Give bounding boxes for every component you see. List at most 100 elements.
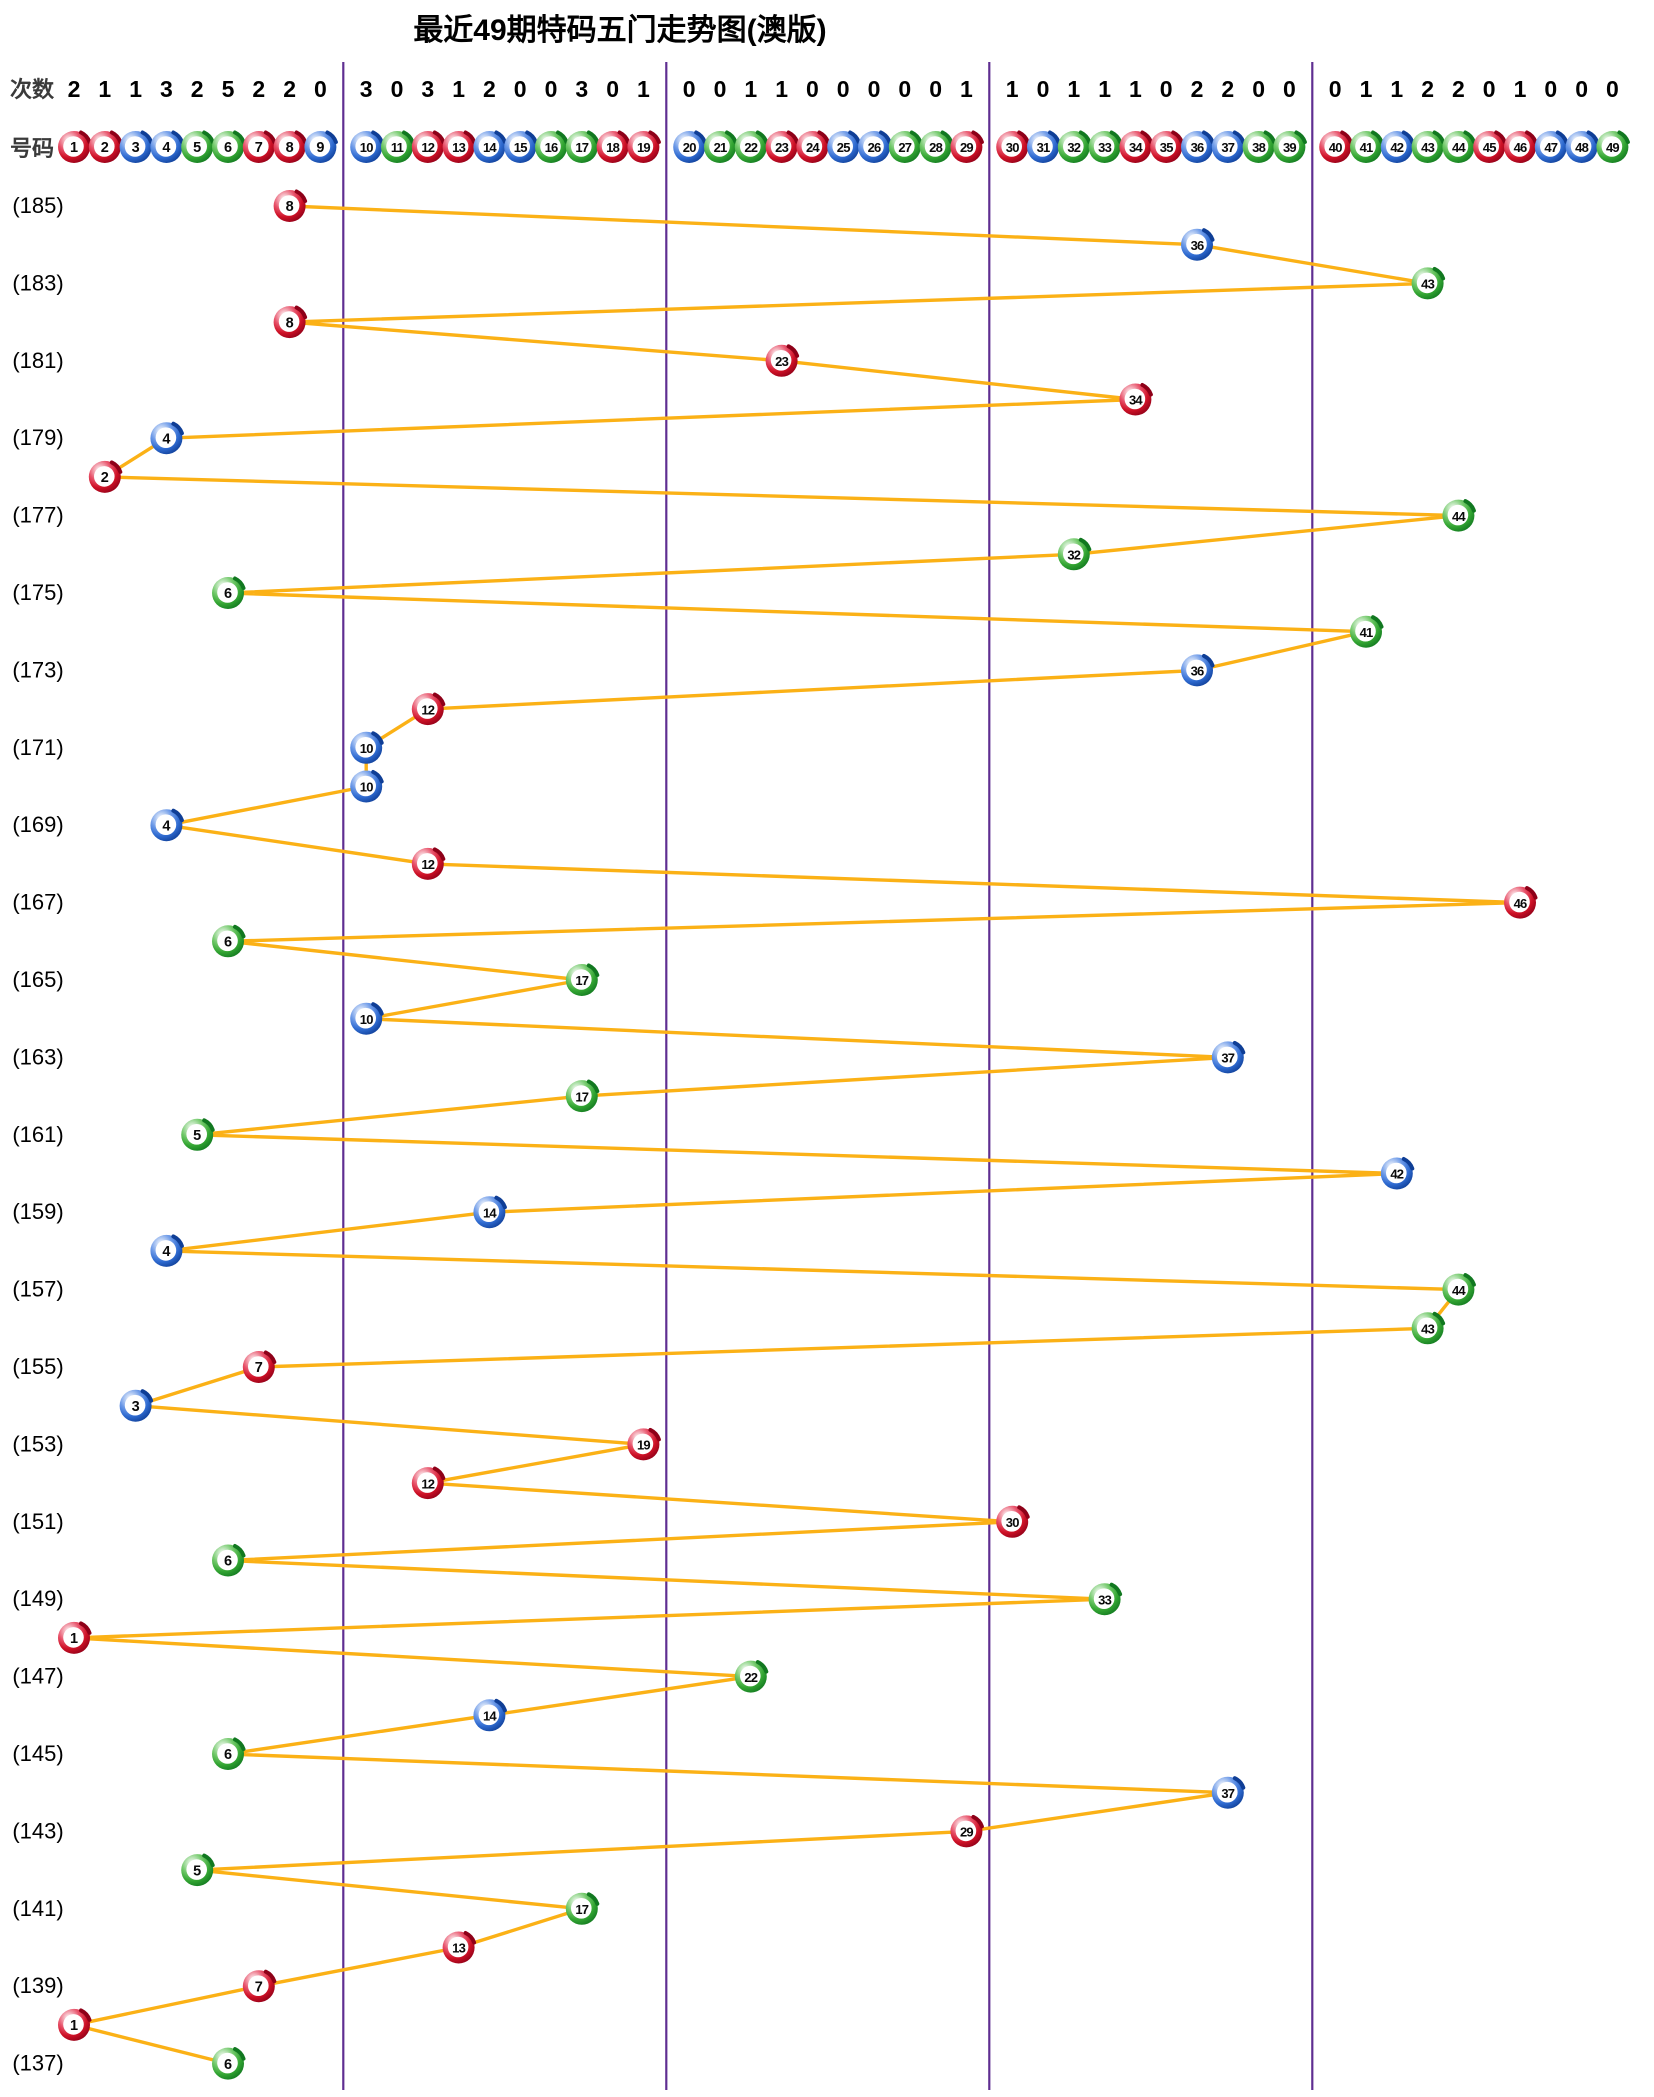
period-label-145: (145) (12, 1741, 63, 1766)
ball-number: 15 (514, 140, 527, 155)
ball-swirl (233, 576, 246, 590)
ball-number: 17 (575, 1089, 588, 1104)
ball-face (1416, 1317, 1438, 1339)
ball-number: 39 (1283, 140, 1296, 155)
chart-ball-period-166-number-6: 6 (212, 924, 246, 958)
ball-face (709, 136, 730, 157)
ball-face (1217, 136, 1238, 157)
header-ball-19: 19 (627, 130, 661, 163)
ball-number: 7 (255, 1360, 263, 1376)
ball-swirl (909, 130, 923, 144)
ball-number: 16 (545, 140, 558, 155)
ball-number: 44 (1452, 140, 1466, 155)
header-ball-21: 21 (704, 130, 738, 163)
ball-face (94, 136, 115, 157)
ball-swirl (294, 305, 308, 320)
chart-ball-period-168-number-12: 12 (411, 847, 446, 880)
ball-face (740, 136, 761, 157)
ball-number: 32 (1067, 548, 1080, 563)
count-number-21: 0 (714, 76, 727, 102)
period-label-147: (147) (12, 1664, 63, 1689)
chart-ball-period-142-number-5: 5 (181, 1853, 215, 1887)
chart-ball-period-147-number-22: 22 (734, 1660, 769, 1693)
ball-number: 12 (421, 857, 434, 872)
ball-number: 3 (132, 1399, 140, 1415)
ball-face (247, 136, 269, 157)
ball-number: 3 (132, 140, 140, 156)
count-number-2: 1 (98, 76, 111, 102)
ball-face (770, 136, 792, 157)
header-ball-41: 41 (1350, 130, 1384, 163)
chart-ball-period-175-number-6: 6 (212, 576, 246, 609)
header-ball-47: 47 (1534, 130, 1569, 163)
chart-ball-period-178-number-2: 2 (88, 460, 123, 493)
ball-swirl (1294, 130, 1307, 144)
ball-face (1217, 1046, 1238, 1068)
ball-swirl (1371, 130, 1384, 144)
ball-number: 35 (1160, 140, 1173, 155)
chart-ball-period-146-number-14: 14 (473, 1698, 507, 1732)
ball-number: 10 (360, 140, 373, 155)
count-number-25: 0 (837, 76, 850, 102)
ball-face (571, 1898, 592, 1919)
ball-number: 19 (637, 1438, 650, 1453)
ball-swirl (1017, 1505, 1030, 1519)
ball-face (1186, 233, 1207, 255)
count-number-31: 0 (1037, 76, 1050, 102)
ball-swirl (233, 1544, 246, 1558)
count-number-37: 2 (1221, 76, 1234, 102)
ball-swirl (463, 1931, 477, 1945)
chart-ball-period-150-number-6: 6 (212, 1544, 246, 1577)
ball-swirl (109, 460, 123, 474)
ball-face (63, 1627, 84, 1648)
ball-number: 8 (286, 199, 294, 215)
ball-face (447, 1936, 469, 1958)
count-number-29: 1 (960, 76, 973, 102)
ball-swirl (786, 344, 800, 358)
ball-swirl (432, 692, 446, 707)
count-number-19: 1 (637, 76, 650, 102)
ball-number: 45 (1483, 140, 1496, 155)
chart-ball-period-183-number-43: 43 (1411, 266, 1446, 300)
ball-face (1386, 136, 1407, 157)
header-ball-48: 48 (1565, 130, 1600, 163)
header-ball-45: 45 (1473, 130, 1507, 163)
ball-face (955, 1820, 977, 1842)
ball-number: 10 (360, 1012, 373, 1027)
ball-number: 14 (483, 1709, 497, 1724)
count-number-38: 0 (1252, 76, 1265, 102)
ball-swirl (1463, 1273, 1476, 1287)
ball-number: 12 (421, 702, 434, 717)
ball-number: 44 (1452, 509, 1466, 524)
ball-swirl (1371, 615, 1384, 629)
header-ball-10: 10 (350, 130, 384, 163)
ball-number: 13 (452, 1941, 465, 1956)
ball-number: 30 (1006, 1515, 1019, 1530)
ball-number: 49 (1606, 140, 1619, 155)
count-number-39: 0 (1283, 76, 1296, 102)
ball-swirl (371, 130, 384, 144)
header-ball-40: 40 (1319, 130, 1353, 163)
ball-swirl (202, 130, 215, 144)
chart-ball-period-148-number-1: 1 (58, 1621, 92, 1654)
ball-face (278, 195, 300, 216)
chart-ball-period-145-number-6: 6 (212, 1737, 246, 1770)
count-number-8: 2 (283, 76, 296, 102)
ball-number: 6 (224, 935, 232, 951)
ball-number: 6 (224, 586, 232, 602)
ball-number: 10 (360, 780, 373, 795)
ball-swirl (1048, 130, 1061, 144)
ball-face (1570, 136, 1592, 157)
ball-face (1063, 136, 1084, 157)
ball-swirl (263, 130, 277, 144)
ball-swirl (432, 847, 446, 861)
header-ball-34: 34 (1119, 130, 1153, 163)
ball-number: 6 (224, 1747, 232, 1763)
header-ball-14: 14 (473, 130, 507, 163)
ball-number: 2 (101, 470, 109, 486)
ball-swirl (1109, 1582, 1123, 1597)
ball-number: 38 (1252, 140, 1265, 155)
chart-ball-period-152-number-12: 12 (411, 1466, 446, 1500)
ball-number: 22 (744, 140, 757, 155)
